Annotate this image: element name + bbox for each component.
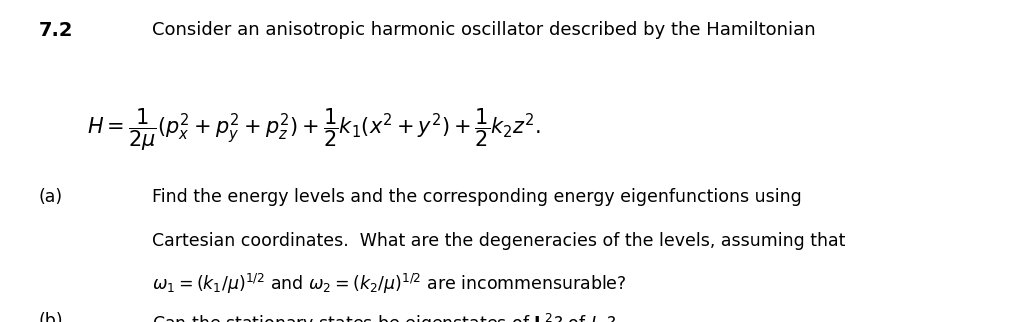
Text: Cartesian coordinates.  What are the degeneracies of the levels, assuming that: Cartesian coordinates. What are the dege… (152, 232, 845, 250)
Text: (b): (b) (39, 312, 63, 322)
Text: (a): (a) (39, 188, 63, 206)
Text: Find the energy levels and the corresponding energy eigenfunctions using: Find the energy levels and the correspon… (152, 188, 802, 206)
Text: $H = \dfrac{1}{2\mu}(p_x^2 + p_y^2 + p_z^2) + \dfrac{1}{2}k_1(x^2 + y^2) + \dfra: $H = \dfrac{1}{2\mu}(p_x^2 + p_y^2 + p_z… (87, 106, 541, 153)
Text: $\omega_1 = (k_1/\mu)^{1/2}$ and $\omega_2 = (k_2/\mu)^{1/2}$ are incommensurabl: $\omega_1 = (k_1/\mu)^{1/2}$ and $\omega… (152, 272, 626, 296)
Text: 7.2: 7.2 (39, 21, 74, 40)
Text: Consider an anisotropic harmonic oscillator described by the Hamiltonian: Consider an anisotropic harmonic oscilla… (152, 21, 815, 39)
Text: Can the stationary states be eigenstates of $\mathbf{L}^2$? of $L_z$?: Can the stationary states be eigenstates… (152, 312, 616, 322)
